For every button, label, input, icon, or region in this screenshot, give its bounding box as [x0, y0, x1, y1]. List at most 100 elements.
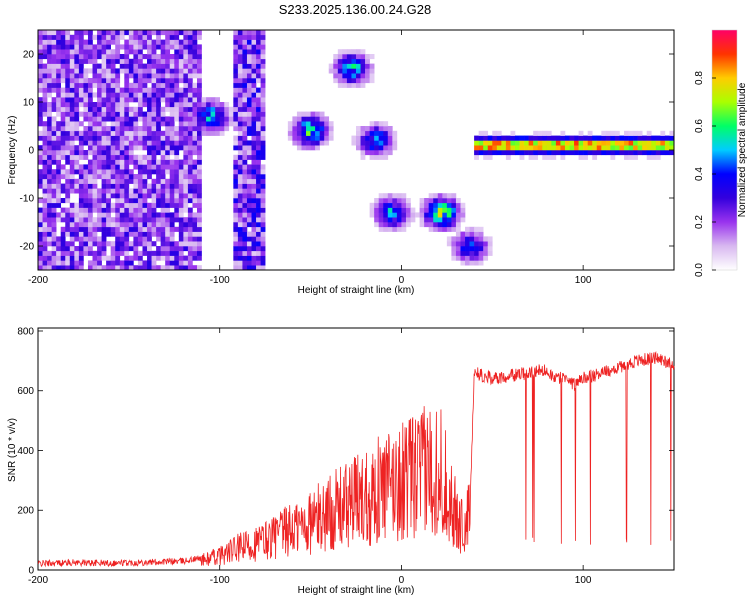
- heatmap-cell: [169, 217, 175, 223]
- heatmap-cell: [147, 145, 152, 151]
- heatmap-cell: [65, 154, 71, 160]
- heatmap-cell: [151, 97, 157, 103]
- heatmap-cell: [83, 250, 89, 256]
- heatmap-cell: [165, 188, 171, 194]
- heatmap-cell: [246, 246, 252, 252]
- heatmap-cell: [187, 150, 193, 156]
- heatmap-cell: [137, 212, 143, 218]
- heatmap-cell: [38, 68, 43, 74]
- heatmap-cell: [60, 140, 66, 146]
- heatmap-cell: [87, 87, 93, 93]
- heatmap-cell: [310, 126, 316, 132]
- heatmap-cell: [169, 212, 175, 218]
- heatmap-cell: [101, 130, 107, 136]
- heatmap-cell: [242, 169, 248, 175]
- heatmap-cell: [74, 212, 80, 218]
- heatmap-cell: [601, 150, 607, 156]
- heatmap-cell: [178, 30, 184, 36]
- heatmap-cell: [187, 226, 193, 232]
- heatmap-cell: [360, 135, 366, 141]
- heatmap-cell: [474, 241, 479, 247]
- heatmap-cell: [192, 63, 198, 69]
- heatmap-cell: [56, 260, 62, 266]
- heatmap-cell: [165, 169, 171, 175]
- heatmap-cell: [60, 102, 66, 108]
- heatmap-cell: [346, 54, 352, 60]
- heatmap-cell: [251, 145, 257, 151]
- heatmap-cell: [237, 193, 243, 199]
- heatmap-cell: [142, 97, 148, 103]
- heatmap-cell: [78, 241, 84, 247]
- heatmap-cell: [478, 246, 484, 252]
- heatmap-cell: [260, 92, 266, 98]
- heatmap-cell: [47, 39, 52, 45]
- heatmap-cell: [478, 150, 484, 156]
- heatmap-cell: [156, 130, 161, 136]
- heatmap-cell: [137, 73, 143, 79]
- heatmap-cell: [147, 164, 152, 170]
- heatmap-cell: [292, 126, 298, 132]
- heatmap-cell: [383, 130, 389, 136]
- heatmap-cell: [178, 111, 184, 117]
- heatmap-cell: [410, 207, 416, 213]
- heatmap-cell: [124, 231, 130, 237]
- heatmap-cell: [574, 135, 579, 141]
- heatmap-cell: [378, 217, 384, 223]
- heatmap-cell: [78, 198, 84, 204]
- heatmap-cell: [128, 58, 134, 64]
- heatmap-cell: [87, 54, 93, 60]
- heatmap-cell: [87, 126, 93, 132]
- heatmap-cell: [178, 222, 184, 228]
- heatmap-cell: [74, 231, 80, 237]
- heatmap-cell: [56, 169, 62, 175]
- heatmap-cell: [92, 198, 98, 204]
- heatmap-cell: [237, 154, 243, 160]
- heatmap-cell: [465, 246, 470, 252]
- heatmap-cell: [165, 126, 171, 132]
- heatmap-cell: [124, 202, 130, 208]
- heatmap-cell: [260, 222, 266, 228]
- heatmap-cell: [496, 130, 502, 136]
- heatmap-cell: [428, 226, 434, 232]
- heatmap-cell: [92, 174, 98, 180]
- heatmap-cell: [69, 260, 75, 266]
- heatmap-cell: [187, 58, 193, 64]
- heatmap-cell: [242, 217, 248, 223]
- heatmap-cell: [256, 246, 261, 252]
- heatmap-cell: [251, 178, 257, 184]
- heatmap-cell: [115, 159, 121, 165]
- heatmap-cell: [246, 207, 252, 213]
- heatmap-cell: [51, 212, 57, 218]
- heatmap-cell: [69, 102, 75, 108]
- heatmap-cell: [101, 63, 107, 69]
- heatmap-cell: [78, 30, 84, 36]
- heatmap-cell: [97, 135, 102, 141]
- heatmap-cell: [219, 111, 225, 117]
- heatmap-cell: [160, 246, 166, 252]
- heatmap-cell: [92, 145, 98, 151]
- heatmap-cell: [38, 145, 43, 151]
- heatmap-cell: [201, 111, 207, 117]
- heatmap-cell: [97, 255, 102, 261]
- heatmap-cell: [233, 126, 239, 132]
- heatmap-cell: [174, 30, 180, 36]
- heatmap-cell: [251, 63, 257, 69]
- heatmap-cell: [51, 145, 57, 151]
- heatmap-cell: [546, 154, 552, 160]
- heatmap-cell: [619, 150, 625, 156]
- heatmap-cell: [60, 106, 66, 112]
- heatmap-cell: [97, 44, 102, 50]
- heatmap-cell: [42, 102, 48, 108]
- heatmap-cell: [187, 255, 193, 261]
- heatmap-cell: [106, 97, 111, 103]
- heatmap-cell: [38, 135, 43, 141]
- heatmap-cell: [187, 54, 193, 60]
- heatmap-cell: [128, 135, 134, 141]
- heatmap-cell: [228, 121, 234, 127]
- heatmap-cell: [106, 265, 111, 271]
- heatmap-cell: [197, 97, 202, 103]
- heatmap-cell: [169, 126, 175, 132]
- heatmap-cell: [237, 49, 243, 55]
- heatmap-cell: [365, 135, 370, 141]
- heatmap-cell: [165, 193, 171, 199]
